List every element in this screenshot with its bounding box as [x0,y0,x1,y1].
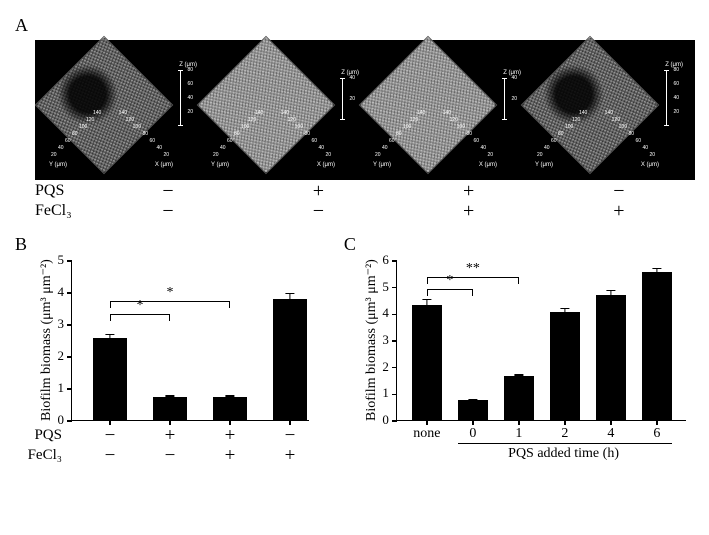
micrograph-x-label: X (μm) [155,162,173,168]
x-row-cell: − [165,445,176,467]
y-tick-label: 4 [58,284,65,300]
panel-a-micrograph-strip: Y (μm)X (μm)Z (μm)2040608010012014020406… [35,40,695,180]
bar [412,305,442,420]
panel-c: C Biofilm biomass (μm³ μm⁻²)0123456***no… [344,234,694,421]
condition-cell: + [243,182,393,200]
significance-label: ** [466,261,480,277]
micrograph: Y (μm)X (μm)Z (μm)2040608010012014020406… [371,50,521,170]
x-tick-label: 4 [607,426,614,442]
micrograph-y-label: Y (μm) [535,162,553,168]
x-row-cell: + [225,445,236,467]
condition-cell: + [393,182,543,200]
x-row-label: PQS [34,427,62,444]
condition-cell: + [393,202,543,220]
micrograph: Y (μm)X (μm)Z (μm)2040608010012014020406… [209,50,359,170]
y-tick-label: 5 [382,279,389,295]
bar [642,272,672,420]
panel-letter-a: A [15,15,694,36]
y-tick-label: 5 [58,252,65,268]
micrograph-y-label: Y (μm) [49,162,67,168]
x-tick-label: 6 [653,426,660,442]
x-row-cell: + [225,425,236,447]
x-row-cell: − [285,425,296,447]
chart-b: Biofilm biomass (μm³ μm⁻²)012345**PQS−++… [71,261,309,421]
condition-cell: + [544,202,694,220]
micrograph-x-label: X (μm) [479,162,497,168]
panel-a-condition-row: PQS−++− [35,182,694,200]
x-row-cell: + [285,445,296,467]
bar [596,295,626,420]
bar [273,299,307,420]
bottom-row: B Biofilm biomass (μm³ μm⁻²)012345**PQS−… [15,234,694,421]
micrograph-x-label: X (μm) [641,162,659,168]
chart-c: Biofilm biomass (μm³ μm⁻²)0123456***none… [396,261,686,421]
condition-row-label: FeCl₃ [35,202,93,220]
micrograph: Y (μm)X (μm)Z (μm)2040608010012014020406… [47,50,197,170]
y-tick-label: 1 [58,380,65,396]
y-tick-label: 6 [382,252,389,268]
y-tick-label: 3 [58,316,65,332]
condition-cell: − [93,182,243,200]
significance-label: * [167,285,174,301]
micrograph: Y (μm)X (μm)Z (μm)2040608010012014020406… [533,50,683,170]
condition-cell: − [243,202,393,220]
y-tick-label: 4 [382,305,389,321]
x-tick-label: none [413,426,440,442]
x-axis-title: PQS added time (h) [508,446,619,462]
y-axis-label: Biofilm biomass (μm³ μm⁻²) [38,259,55,421]
y-tick-label: 0 [58,412,65,428]
x-tick-label: 2 [561,426,568,442]
x-row-cell: − [105,445,116,467]
y-tick-label: 0 [382,412,389,428]
micrograph-x-label: X (μm) [317,162,335,168]
micrograph-y-label: Y (μm) [373,162,391,168]
x-tick-label: 1 [515,426,522,442]
panel-letter-c: C [344,234,694,255]
panel-b: B Biofilm biomass (μm³ μm⁻²)012345**PQS−… [15,234,336,421]
y-tick-label: 1 [382,385,389,401]
x-row-cell: − [105,425,116,447]
panel-a-condition-row: FeCl₃−−++ [35,202,694,220]
x-row-label: FeCl₃ [28,447,62,464]
y-axis-label: Biofilm biomass (μm³ μm⁻²) [363,259,380,421]
condition-cell: − [93,202,243,220]
bar [504,376,534,420]
y-tick-label: 2 [58,348,65,364]
bar [93,338,127,420]
x-tick-label: 0 [469,426,476,442]
x-row-cell: + [165,425,176,447]
condition-cell: − [544,182,694,200]
y-tick-label: 2 [382,359,389,375]
micrograph-y-label: Y (μm) [211,162,229,168]
y-tick-label: 3 [382,332,389,348]
condition-row-label: PQS [35,182,93,200]
bar [550,312,580,420]
